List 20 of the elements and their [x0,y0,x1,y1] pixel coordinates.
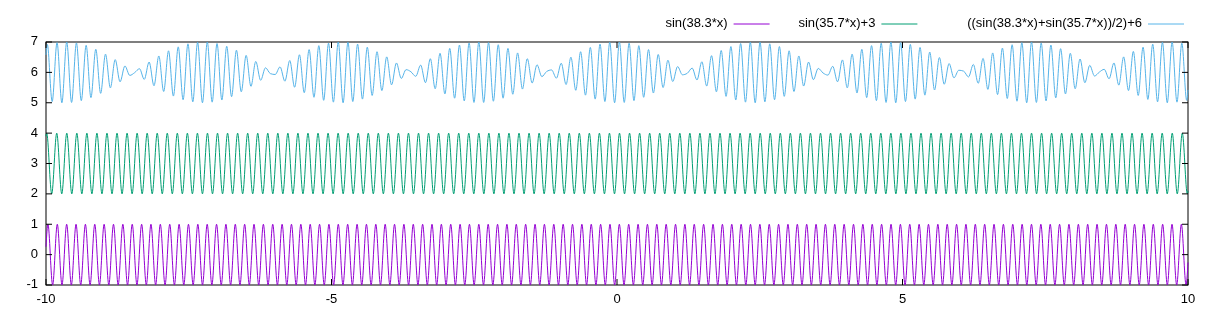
x-tick-label: 10 [1180,291,1196,306]
y-tick-label: 3 [30,154,38,170]
x-tick-label: 0 [613,291,621,306]
y-tick-label: -1 [26,276,38,292]
line-series [45,41,1189,104]
line-series [45,223,1189,286]
legend-label: sin(38.3*x) [665,15,728,31]
y-tick-label: 1 [30,215,38,231]
legend-label: sin(35.7*x)+3 [798,15,876,31]
x-tick-label: -5 [325,291,338,306]
y-tick-label: 6 [30,63,38,79]
legend-label: ((sin(38.3*x)+sin(35.7*x))/2)+6 [967,15,1142,31]
y-tick-label: 7 [30,33,38,49]
y-tick-label: 5 [30,94,38,110]
y-tick-label: 2 [30,185,38,201]
x-tick-label: 5 [898,291,907,306]
y-tick-label: 0 [30,246,38,262]
line-series [45,132,1189,195]
y-tick-label: 4 [30,124,38,140]
x-tick-label: -10 [36,291,56,306]
